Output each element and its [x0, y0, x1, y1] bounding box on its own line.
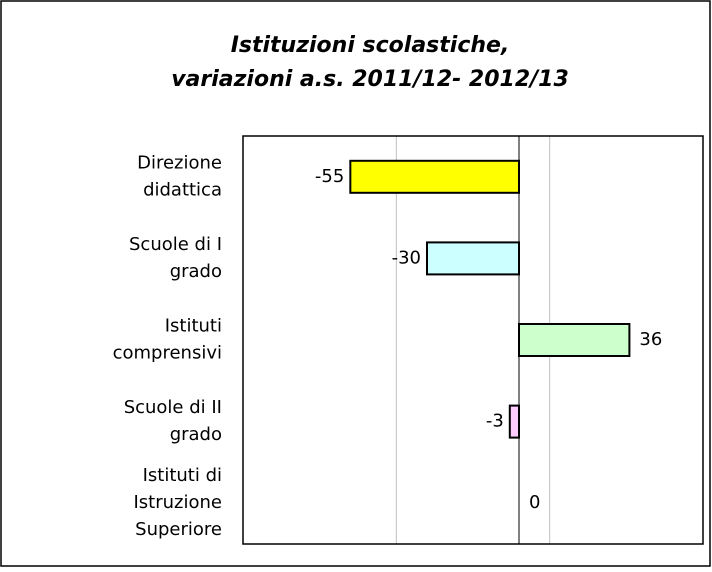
data-label: -30 — [392, 247, 421, 268]
y-tick-label-line: didattica — [143, 179, 222, 200]
y-tick-label-line: Direzione — [137, 152, 222, 173]
y-tick-label-line: comprensivi — [113, 343, 222, 364]
data-label: -55 — [315, 166, 344, 187]
y-tick-label-line: grado — [170, 261, 222, 282]
data-label: 0 — [529, 492, 540, 513]
bar — [349, 159, 521, 194]
bar — [518, 323, 631, 357]
y-tick-label-line: Scuole di I — [129, 234, 222, 255]
y-tick-label: Direzione didattica — [137, 152, 222, 200]
plot-area — [242, 135, 704, 545]
bar — [508, 404, 520, 439]
y-tick-label: Istituti comprensivi — [113, 316, 222, 364]
y-tick-label-line: Istruzione — [134, 492, 223, 513]
y-tick-label: Scuole di I grado — [129, 234, 222, 282]
data-label: 36 — [639, 329, 662, 350]
y-tick-label: Istituti di Istruzione Superiore — [134, 465, 223, 540]
y-tick-label-line: Superiore — [135, 519, 222, 540]
chart-title: variazioni a.s. 2011/12- 2012/13 — [171, 67, 569, 92]
chart-title: Istituzioni scolastiche, — [231, 33, 510, 58]
y-tick-label-line: Scuole di II — [124, 397, 222, 418]
y-tick-label-line: grado — [170, 424, 222, 445]
data-label: -3 — [486, 411, 504, 432]
y-tick-label: Scuole di II grado — [124, 397, 222, 445]
y-tick-label-line: Istituti di — [143, 465, 222, 486]
y-tick-label-line: Istituti — [165, 316, 222, 337]
bar — [426, 241, 520, 276]
